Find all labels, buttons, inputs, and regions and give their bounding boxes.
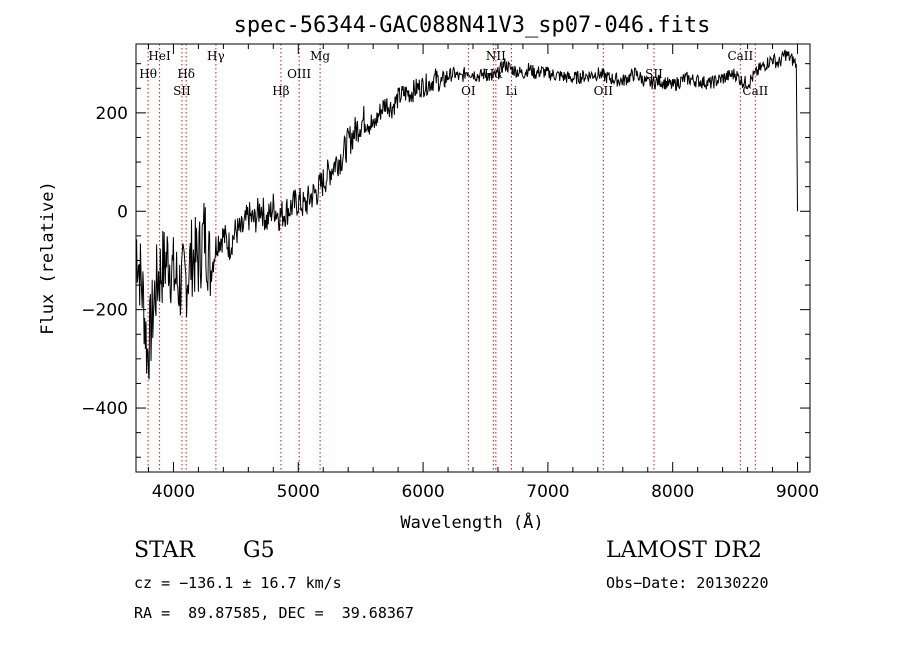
x-tick-label: 4000 <box>152 482 195 502</box>
x-tick-label: 9000 <box>776 482 819 502</box>
object-class: STAR <box>134 538 195 563</box>
spectral-line-label: CaII <box>742 84 768 98</box>
y-tick-label: −400 <box>81 399 128 419</box>
y-tick-label: 200 <box>96 104 128 124</box>
y-axis-label: Flux (relative) <box>38 181 58 335</box>
x-axis-label: Wavelength (Å) <box>400 511 543 533</box>
y-tick-label: −200 <box>81 301 128 321</box>
x-tick-label: 6000 <box>401 482 444 502</box>
spectral-line-label: Hδ <box>177 67 195 81</box>
spectral-line-label: SII <box>173 84 191 98</box>
x-tick-label: 5000 <box>277 482 320 502</box>
spectral-line-label: HeI <box>148 49 171 63</box>
spectral-line-label: Hθ <box>139 67 157 81</box>
spectral-line-label: CaII <box>727 49 753 63</box>
chart-title: spec-56344-GAC088N41V3_sp07-046.fits <box>234 13 711 38</box>
spectral-line-label: Mg <box>310 49 330 63</box>
spectral-line-label: OII <box>594 84 614 98</box>
plot-frame <box>135 43 811 473</box>
spectral-line-label: OIII <box>287 67 311 81</box>
redshift-velocity: cz = −136.1 ± 16.7 km/s <box>134 574 342 592</box>
spectral-line-label: Li <box>506 84 518 98</box>
spectral-line-label: Hβ <box>272 84 289 98</box>
sky-coordinates: RA = 89.87585, DEC = 39.68367 <box>134 604 414 622</box>
spectrum-series-line <box>136 49 798 380</box>
x-tick-label: 7000 <box>526 482 569 502</box>
y-tick-label: 0 <box>117 202 128 222</box>
survey-label: LAMOST DR2 <box>606 538 762 563</box>
spectral-line-label: OI <box>461 84 476 98</box>
object-subclass: G5 <box>243 538 275 563</box>
x-tick-label: 8000 <box>651 482 694 502</box>
observation-date: Obs−Date: 20130220 <box>606 574 769 592</box>
spectral-line-label: Hγ <box>207 49 225 63</box>
spectral-line-label: NII <box>486 49 506 63</box>
